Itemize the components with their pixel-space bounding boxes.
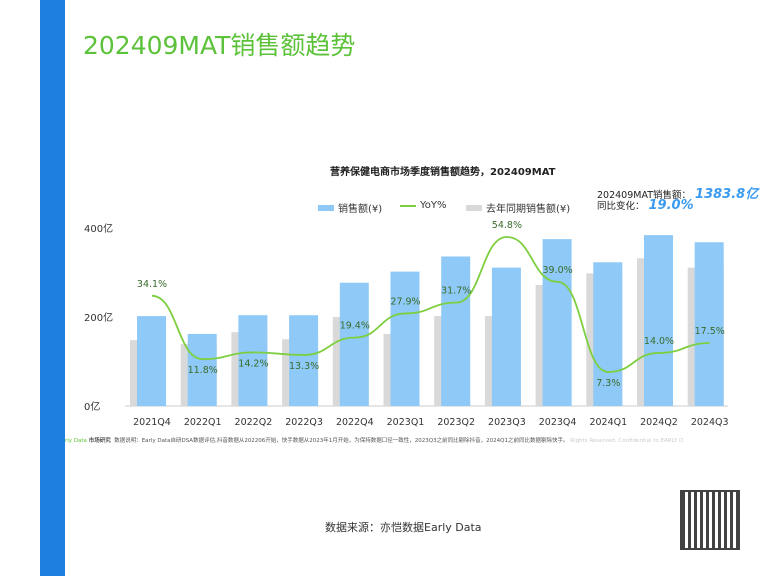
qr-code bbox=[680, 490, 740, 550]
x-tick-label: 2024Q2 bbox=[640, 417, 678, 428]
yoy-data-label: 54.8% bbox=[492, 220, 522, 231]
yoy-data-label: 19.4% bbox=[340, 321, 370, 332]
legend-swatch bbox=[400, 204, 416, 207]
sales-bar bbox=[694, 242, 724, 406]
y-tick-label: 200亿 bbox=[84, 311, 113, 324]
x-tick-label: 2022Q4 bbox=[336, 417, 374, 428]
x-tick-label: 2022Q3 bbox=[285, 417, 323, 428]
chart-title: 营养保健电商市场季度销售额趋势，202409MAT bbox=[330, 167, 556, 178]
yoy-data-label: 14.0% bbox=[644, 336, 674, 347]
sales-bar bbox=[187, 333, 217, 406]
footnote-brand: rly Data bbox=[65, 438, 87, 444]
legend-last-year: 去年同期销售额(¥) bbox=[466, 200, 570, 215]
y-tick-label: 400亿 bbox=[84, 222, 113, 235]
x-tick-label: 2023Q2 bbox=[437, 417, 475, 428]
x-tick-label: 2022Q1 bbox=[184, 417, 222, 428]
yoy-data-label: 13.3% bbox=[289, 361, 319, 372]
yoy-data-label: 39.0% bbox=[543, 265, 573, 276]
x-tick-label: 2023Q3 bbox=[488, 417, 526, 428]
x-tick-label: 2023Q4 bbox=[539, 417, 577, 428]
footnote: rly Data 市场研究 数据说明：Early Data自研DSA数据评估,抖… bbox=[65, 436, 683, 444]
yoy-data-label: 14.2% bbox=[238, 358, 268, 369]
sales-bar bbox=[137, 316, 166, 406]
sales-bar bbox=[339, 282, 369, 406]
y-tick-label: 0亿 bbox=[84, 400, 100, 413]
sales-bar bbox=[289, 315, 319, 406]
mat-change: 同比变化： 19.0% bbox=[597, 198, 694, 213]
sales-bar bbox=[441, 256, 471, 406]
x-tick-label: 2022Q2 bbox=[235, 417, 273, 428]
sales-bar bbox=[491, 267, 521, 406]
legend-label: 去年同期销售额(¥) bbox=[486, 204, 571, 215]
legend-yoy: YoY% bbox=[400, 200, 447, 211]
yoy-data-label: 7.3% bbox=[596, 378, 620, 389]
yoy-line bbox=[151, 236, 710, 373]
yoy-data-label: 27.9% bbox=[390, 296, 420, 307]
yoy-data-label: 17.5% bbox=[695, 326, 725, 337]
mat-change-value: 19.0% bbox=[648, 198, 694, 213]
mat-label: 202409MAT销售额： bbox=[597, 190, 692, 201]
x-tick-label: 2024Q1 bbox=[589, 417, 627, 428]
footnote-brand-suffix: 市场研究 bbox=[88, 438, 111, 444]
footnote-text: 数据说明：Early Data自研DSA数据评估,抖音数据从202206开始，快… bbox=[114, 438, 569, 444]
legend-sales: 销售额(¥) bbox=[318, 200, 382, 215]
mat-value: 1383.8亿 bbox=[695, 187, 759, 202]
yoy-data-label: 31.7% bbox=[441, 286, 471, 297]
yoy-data-label: 11.8% bbox=[188, 365, 218, 376]
sales-bar bbox=[644, 235, 673, 406]
sales-bar bbox=[542, 239, 572, 406]
page-title: 202409MAT销售额趋势 bbox=[83, 31, 356, 60]
mat-change-label: 同比变化： bbox=[597, 201, 645, 212]
source-text: 数据来源：亦恺数据Early Data bbox=[325, 521, 482, 534]
mat-sales: 202409MAT销售额： 1383.8亿 bbox=[597, 183, 758, 202]
legend-swatch bbox=[466, 204, 482, 211]
legend-label: 销售额(¥) bbox=[338, 204, 383, 215]
sales-bar bbox=[390, 271, 420, 406]
x-tick-label: 2024Q3 bbox=[691, 417, 729, 428]
footnote-rights: Rights Reserved. Confidential to EARLY D bbox=[570, 438, 684, 444]
x-tick-label: 2023Q1 bbox=[387, 417, 425, 428]
side-accent-bar bbox=[40, 0, 65, 576]
x-tick-label: 2021Q4 bbox=[133, 417, 171, 428]
legend-label: YoY% bbox=[420, 200, 447, 211]
yoy-data-label: 34.1% bbox=[137, 279, 167, 290]
sales-bar bbox=[593, 262, 623, 406]
legend-swatch bbox=[318, 204, 334, 211]
sales-bar bbox=[238, 315, 268, 406]
